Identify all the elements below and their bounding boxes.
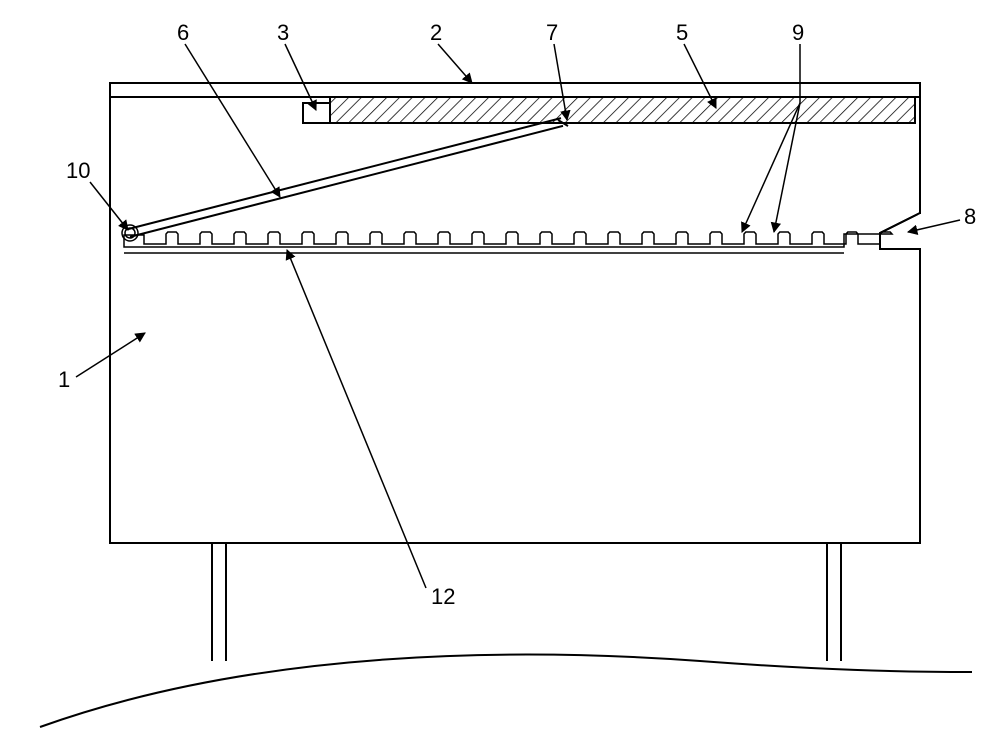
label-l12: 12 (431, 584, 455, 609)
label-l8: 8 (964, 204, 976, 229)
leader-l2 (438, 44, 472, 83)
ground-curve (40, 655, 972, 727)
label-l9: 9 (792, 20, 804, 45)
label-l10: 10 (66, 158, 90, 183)
rod-line-b (128, 118, 561, 229)
leader-l6 (185, 44, 280, 197)
label-l7: 7 (546, 20, 558, 45)
label-l6: 6 (177, 20, 189, 45)
toothed-rack (124, 232, 892, 247)
leader-l12 (287, 250, 426, 588)
leader-l3 (285, 44, 316, 110)
label-l3: 3 (277, 20, 289, 45)
label-l1: 1 (58, 367, 70, 392)
leader-l8 (908, 220, 960, 232)
label-l5: 5 (676, 20, 688, 45)
rod-line-a (130, 126, 563, 237)
label-l2: 2 (430, 20, 442, 45)
main-housing (110, 83, 920, 543)
top-hatched-bar (330, 97, 915, 123)
side-notch-gap (918, 214, 922, 248)
notch-block (303, 103, 330, 123)
